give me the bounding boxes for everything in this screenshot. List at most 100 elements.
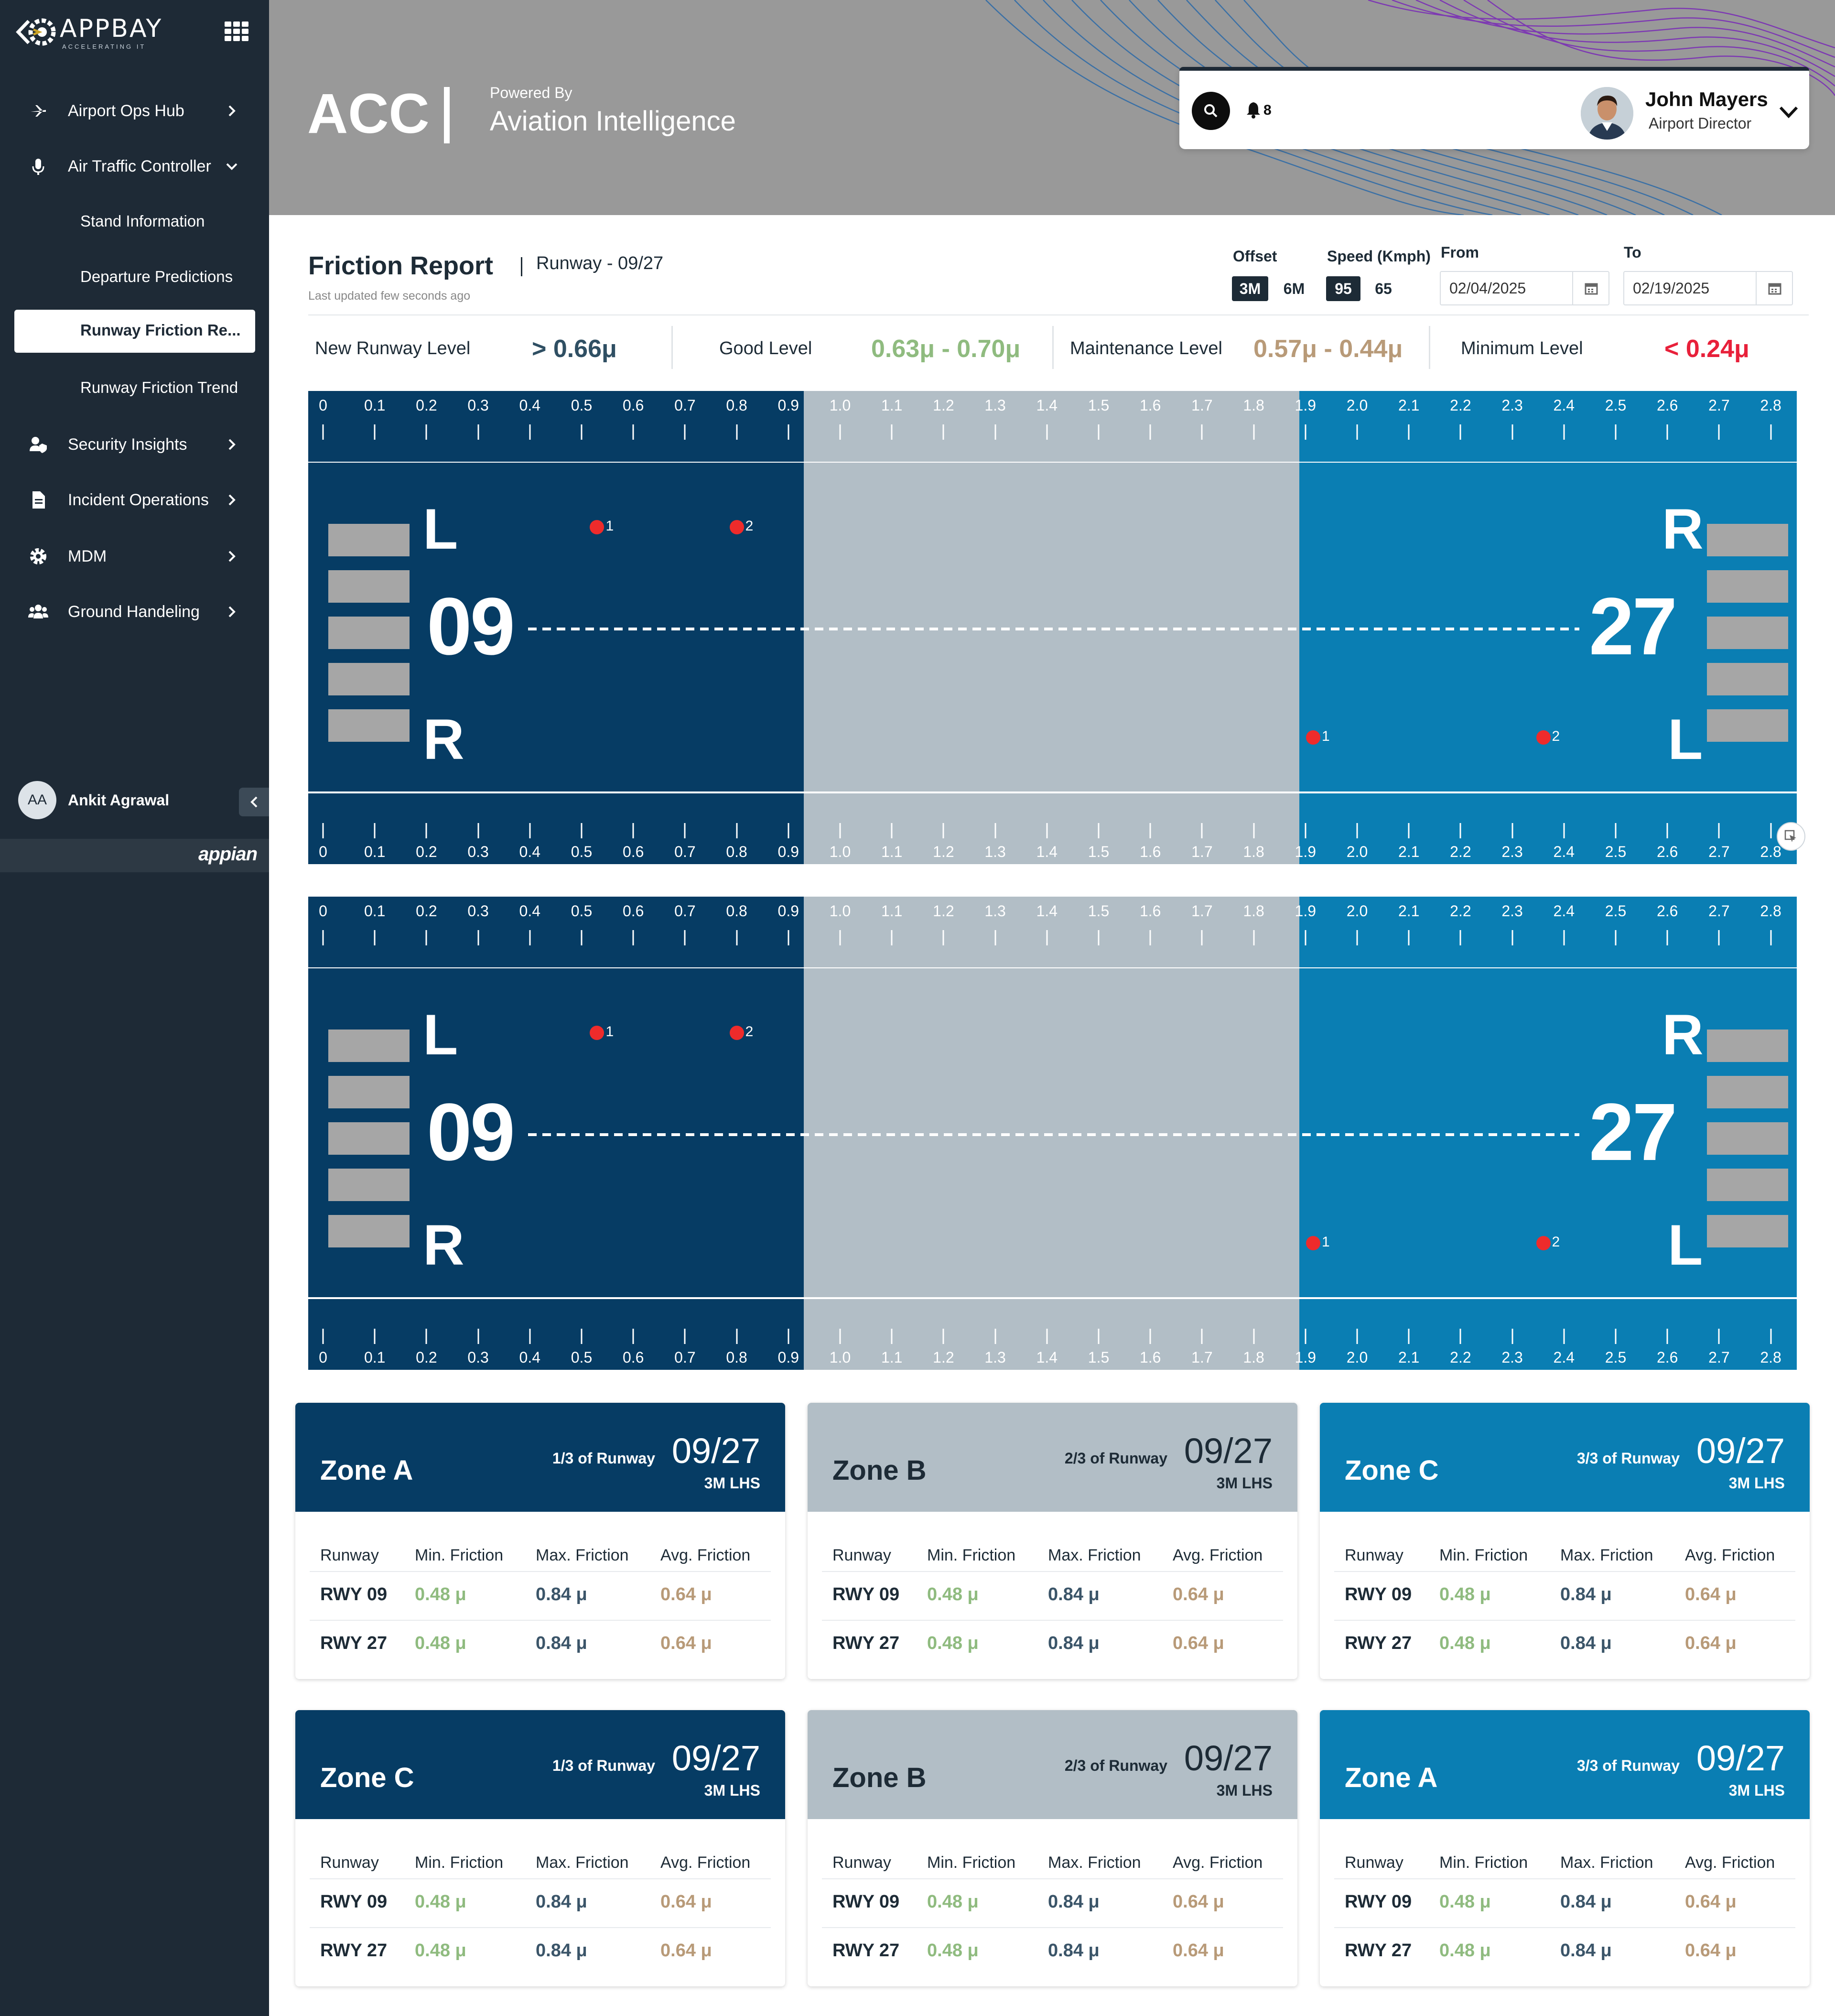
friction-point-dot[interactable]	[1306, 730, 1321, 745]
zone-card: Zone B 2/3 of Runway 09/27 3M LHS Runway Min.…	[808, 1403, 1297, 1679]
scale-tick	[1305, 424, 1306, 440]
from-date-field[interactable]	[1440, 271, 1609, 305]
powered-by-label: Powered By	[490, 84, 572, 101]
scale-segment	[804, 793, 1299, 864]
scale-tick	[839, 424, 841, 440]
speed-95-button[interactable]: 95	[1326, 276, 1360, 301]
scale-tick	[1615, 1329, 1617, 1344]
runway-left-top-letter: L	[423, 1003, 458, 1067]
scale-tick-label: 0.4	[519, 843, 541, 860]
subnav-departure-predictions[interactable]: Departure Predictions	[0, 256, 269, 299]
zone-cell-rwy: RWY 09	[320, 1584, 388, 1604]
chevron-right-icon	[228, 105, 236, 117]
scale-tick-label: 1.4	[1036, 843, 1058, 860]
level-divider	[1429, 326, 1430, 369]
scale-segment	[1299, 391, 1797, 462]
runway-left-top-letter: L	[423, 497, 458, 561]
friction-point-dot[interactable]	[729, 520, 744, 534]
scale-tick	[1356, 930, 1358, 945]
search-button[interactable]	[1192, 92, 1230, 130]
zone-card: Zone A 1/3 of Runway 09/27 3M LHS Runway Min.…	[295, 1403, 785, 1679]
user-toolbar: 8 John Mayers Airport Director	[1179, 67, 1809, 149]
avatar[interactable]: AA	[18, 781, 56, 819]
scale-tick	[1511, 823, 1513, 838]
friction-point-dot[interactable]	[1306, 1236, 1321, 1250]
friction-point-dot[interactable]	[590, 520, 604, 534]
friction-point-dot[interactable]	[1536, 730, 1551, 745]
bell-icon[interactable]	[1246, 101, 1261, 119]
zone-cell-rwy: RWY 09	[832, 1584, 900, 1604]
scale-tick	[1666, 930, 1668, 945]
calendar-icon[interactable]	[1756, 272, 1793, 304]
scale-tick-label: 1.6	[1139, 1349, 1161, 1366]
scale-top: 0 0.1 0.2 0.3 0.4 0.5 0.6 0.7 0.8 0.9 1.0 1.1 1.2 1.3…	[308, 391, 1833, 462]
scale-tick-label: 1.1	[881, 1349, 903, 1366]
offset-6m-button[interactable]: 6M	[1283, 280, 1305, 297]
scale-tick-label: 1.8	[1243, 1349, 1264, 1366]
nav-incident-operations[interactable]: Incident Operations	[0, 481, 269, 519]
chevron-down-icon[interactable]	[1777, 103, 1801, 122]
to-date-input[interactable]	[1633, 279, 1757, 298]
zone-column-header: Avg. Friction	[1173, 1853, 1263, 1872]
scale-tick	[1459, 424, 1461, 440]
zone-cell-avg: 0.64 μ	[1173, 1584, 1224, 1604]
apps-grid-icon[interactable]	[225, 22, 248, 42]
zone-cell-avg: 0.64 μ	[1685, 1584, 1737, 1604]
scale-tick-label: 1.2	[933, 1349, 954, 1366]
toolbar-accent	[1179, 67, 1809, 71]
subnav-runway-friction-trend[interactable]: Runway Friction Trend	[0, 367, 269, 410]
collapse-sidebar-button[interactable]	[239, 788, 269, 816]
nav-ground-handeling[interactable]: Ground Handeling	[0, 593, 269, 631]
calendar-icon[interactable]	[1572, 272, 1609, 304]
nav-label: MDM	[68, 547, 107, 565]
zone-cell-avg: 0.64 μ	[1173, 1633, 1224, 1653]
to-date-field[interactable]	[1623, 271, 1793, 305]
runway-centerline	[528, 628, 1579, 630]
scale-tick	[1046, 930, 1048, 945]
profile-name: John Mayers	[1645, 88, 1768, 110]
speed-65-button[interactable]: 65	[1375, 280, 1392, 297]
scale-tick	[425, 930, 427, 945]
subnav-runway-friction-report[interactable]: Runway Friction Re...	[14, 310, 255, 353]
scale-tick	[1149, 1329, 1151, 1344]
from-date-input[interactable]	[1449, 279, 1574, 298]
scale-tick	[1563, 823, 1565, 838]
zone-cell-min: 0.48 μ	[415, 1892, 466, 1912]
scale-tick-label: 1.3	[984, 902, 1006, 920]
scale-tick-label: 2.2	[1450, 902, 1471, 920]
friction-point-dot[interactable]	[590, 1026, 604, 1040]
scale-tick-label: 1.2	[933, 902, 954, 920]
chevron-right-icon	[228, 606, 236, 618]
scale-tick-label: 1.9	[1295, 902, 1317, 920]
nav-air-traffic-controller[interactable]: Air Traffic Controller	[0, 147, 269, 185]
scale-tick	[839, 930, 841, 945]
gear-icon	[28, 546, 49, 567]
scale-tick	[942, 823, 944, 838]
nav-security-insights[interactable]: Security Insights	[0, 425, 269, 464]
scale-segment	[804, 391, 1299, 462]
nav-mdm[interactable]: MDM	[0, 537, 269, 575]
zone-row-divider	[310, 1878, 771, 1879]
friction-point-dot[interactable]	[1536, 1236, 1551, 1250]
scale-tick	[1408, 424, 1410, 440]
chevron-right-icon	[228, 439, 236, 450]
offset-3m-button[interactable]: 3M	[1232, 276, 1268, 301]
cursor-mode-button[interactable]	[1777, 822, 1805, 851]
threshold-marking	[328, 663, 410, 695]
scale-tick	[891, 1329, 893, 1344]
scale-tick	[374, 930, 376, 945]
appbay-logo[interactable]: APPBAY ACCELERATING IT	[14, 11, 167, 54]
friction-point-dot[interactable]	[729, 1026, 744, 1040]
scale-tick-label: 0.4	[519, 1349, 541, 1366]
level-maintenance: Maintenance Level 0.57μ - 0.44μ	[1070, 325, 1424, 371]
scale-tick	[425, 1329, 427, 1344]
scale-tick	[477, 424, 479, 440]
profile-avatar[interactable]	[1581, 87, 1633, 140]
friction-point-label: 2	[745, 518, 754, 534]
subnav-stand-information[interactable]: Stand Information	[0, 201, 269, 244]
scale-tick-label: 0.9	[777, 902, 799, 920]
zone-column-header: Max. Friction	[536, 1546, 629, 1564]
zone-cell-rwy: RWY 27	[1345, 1633, 1412, 1653]
threshold-marking	[328, 617, 410, 649]
nav-airport-ops-hub[interactable]: Airport Ops Hub	[0, 92, 269, 130]
